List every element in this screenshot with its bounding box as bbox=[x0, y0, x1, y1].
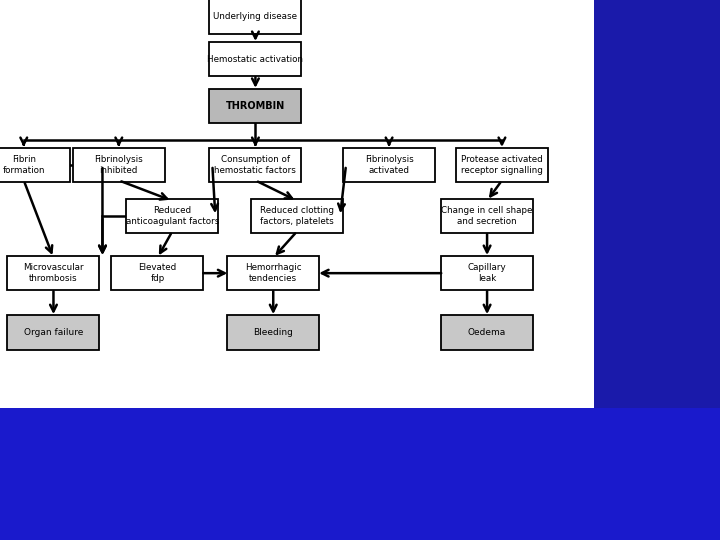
Text: Protease activated
receptor signalling: Protease activated receptor signalling bbox=[461, 156, 543, 175]
FancyBboxPatch shape bbox=[456, 148, 548, 183]
Text: Underlying disease: Underlying disease bbox=[213, 12, 297, 21]
Circle shape bbox=[657, 454, 678, 474]
Text: Systemic activation of hemostatic processes leads to thrombin: Systemic activation of hemostatic proces… bbox=[122, 415, 469, 426]
Text: Organ failure: Organ failure bbox=[24, 328, 83, 337]
Text: Elevated
fdp: Elevated fdp bbox=[138, 264, 176, 283]
FancyBboxPatch shape bbox=[251, 199, 343, 233]
Text: depletion of hemostatic factors, fibrinolytic pathway involvement, and PAR-media: depletion of hemostatic factors, fibrino… bbox=[10, 455, 474, 465]
Circle shape bbox=[651, 480, 689, 517]
FancyBboxPatch shape bbox=[126, 199, 218, 233]
FancyBboxPatch shape bbox=[228, 315, 319, 349]
Text: Capillary
leak: Capillary leak bbox=[468, 264, 506, 283]
FancyBboxPatch shape bbox=[7, 256, 99, 291]
FancyBboxPatch shape bbox=[210, 0, 302, 33]
FancyBboxPatch shape bbox=[228, 256, 319, 291]
Text: Bleeding: Bleeding bbox=[253, 328, 293, 337]
FancyBboxPatch shape bbox=[343, 148, 435, 183]
Circle shape bbox=[594, 424, 698, 526]
FancyBboxPatch shape bbox=[210, 89, 302, 123]
FancyBboxPatch shape bbox=[112, 256, 204, 291]
Text: cell signaling responses. As a result, there may be thrombosis of small vessels: cell signaling responses. As a result, t… bbox=[10, 475, 438, 484]
FancyBboxPatch shape bbox=[441, 199, 533, 233]
FancyBboxPatch shape bbox=[441, 256, 533, 291]
Text: indicates fibrin-degradatory products.: indicates fibrin-degradatory products. bbox=[10, 514, 217, 524]
FancyBboxPatch shape bbox=[73, 148, 165, 183]
FancyBboxPatch shape bbox=[7, 315, 99, 349]
FancyBboxPatch shape bbox=[0, 148, 70, 183]
Text: Reduced
anticoagulant factors: Reduced anticoagulant factors bbox=[125, 206, 219, 226]
Text: Hemorrhagic
tendencies: Hemorrhagic tendencies bbox=[245, 264, 302, 283]
Text: THROMBIN: THROMBIN bbox=[226, 101, 285, 111]
Text: Reduced clotting
factors, platelets: Reduced clotting factors, platelets bbox=[260, 206, 334, 226]
Text: Fibrinolysis
inhibited: Fibrinolysis inhibited bbox=[94, 156, 143, 175]
Text: Microvascular
thrombosis: Microvascular thrombosis bbox=[23, 264, 84, 283]
Text: Consumption of
hemostatic factors: Consumption of hemostatic factors bbox=[215, 156, 297, 175]
FancyBboxPatch shape bbox=[210, 42, 302, 77]
Text: Mechanisms in DIC.: Mechanisms in DIC. bbox=[10, 415, 130, 426]
Text: generation and its consequences, which include intravascular fibrin deposition,: generation and its consequences, which i… bbox=[10, 435, 443, 445]
Circle shape bbox=[601, 436, 672, 505]
Text: Hemostatic activation: Hemostatic activation bbox=[207, 55, 303, 64]
Text: Fibrinolysis
activated: Fibrinolysis activated bbox=[365, 156, 413, 175]
Text: contributing to organ failure, severe bleeding, capillary leakage, and edema. FD: contributing to organ failure, severe bl… bbox=[10, 494, 454, 504]
Text: Oedema: Oedema bbox=[468, 328, 506, 337]
FancyBboxPatch shape bbox=[441, 315, 533, 349]
Text: Change in cell shape
and secretion: Change in cell shape and secretion bbox=[441, 206, 533, 226]
Text: Fibrin
formation: Fibrin formation bbox=[2, 156, 45, 175]
FancyBboxPatch shape bbox=[210, 148, 302, 183]
